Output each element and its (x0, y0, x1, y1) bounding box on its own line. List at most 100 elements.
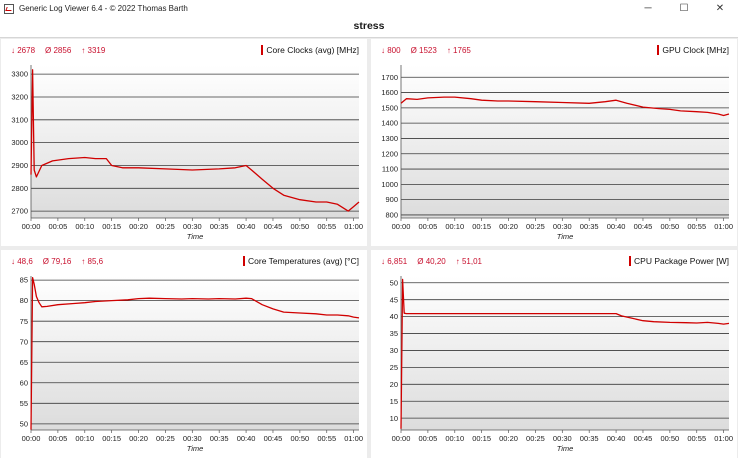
x-tick-label: 00:40 (607, 222, 626, 231)
window-title: Generic Log Viewer 6.4 - © 2022 Thomas B… (19, 4, 188, 13)
x-tick-label: 00:00 (392, 222, 411, 231)
x-tick-label: 00:10 (445, 222, 464, 231)
gpu-clock-panel[interactable]: ↓ 800 Ø 1523 ↑ 1765 GPU Clock [MHz] 800 9… (371, 39, 737, 246)
y-tick-label: 800 (385, 211, 398, 220)
series-line (30, 276, 360, 430)
cpu-package-power-chart[interactable]: 10 15 20 25 30 35 40 45 50 00:00 00:05 00:10 00:15 00… (371, 250, 737, 458)
x-tick-label: 01:00 (714, 434, 733, 443)
x-tick-label: 00:10 (75, 222, 94, 231)
x-tick-label: 00:05 (418, 222, 437, 231)
x-axis-label: Time (187, 232, 204, 241)
panel-stats: ↓ 2678 Ø 2856 ↑ 3319 (11, 46, 105, 55)
cpu-package-power-panel[interactable]: ↓ 6,851 Ø 40,20 ↑ 51,01 CPU Package Powe… (371, 250, 737, 458)
x-tick-label: 00:00 (392, 434, 411, 443)
panel-title: GPU Clock [MHz] (657, 45, 729, 55)
window-titlebar: Generic Log Viewer 6.4 - © 2022 Thomas B… (0, 0, 738, 17)
y-tick-label: 20 (390, 380, 398, 389)
panel-title-text: Core Clocks (avg) [MHz] (266, 45, 359, 55)
x-tick-label: 00:25 (156, 434, 175, 443)
maximize-button[interactable]: ☐ (679, 3, 689, 14)
panel-title-text: GPU Clock [MHz] (662, 45, 729, 55)
x-tick-label: 00:15 (102, 222, 121, 231)
x-tick-label: 00:45 (634, 434, 653, 443)
minimize-button[interactable]: ─ (644, 3, 652, 14)
y-tick-label: 2900 (11, 161, 28, 170)
y-tick-label: 1400 (381, 119, 398, 128)
y-tick-label: 35 (390, 329, 398, 338)
x-tick-label: 00:30 (553, 222, 572, 231)
y-tick-label: 70 (20, 337, 28, 346)
core-clocks-panel[interactable]: ↓ 2678 Ø 2856 ↑ 3319 Core Clocks (avg) [… (1, 39, 367, 246)
log-title: stress (0, 17, 738, 38)
series-color-marker (629, 256, 632, 266)
x-tick-label: 00:15 (102, 434, 121, 443)
stat-avg: Ø 1523 (410, 46, 437, 55)
x-tick-label: 00:50 (290, 434, 309, 443)
stat-max: ↑ 1765 (446, 46, 471, 55)
panel-title: CPU Package Power [W] (629, 256, 729, 266)
x-tick-label: 00:35 (210, 222, 229, 231)
y-tick-label: 55 (20, 399, 28, 408)
x-tick-label: 00:45 (264, 222, 283, 231)
stat-max: ↑ 3319 (81, 46, 106, 55)
y-tick-label: 900 (385, 195, 398, 204)
x-tick-label: 00:30 (553, 434, 572, 443)
x-tick-label: 00:10 (75, 434, 94, 443)
x-tick-label: 00:15 (472, 434, 491, 443)
x-axis-label: Time (557, 444, 574, 453)
x-tick-label: 00:55 (687, 222, 706, 231)
y-tick-label: 1100 (382, 165, 398, 174)
y-tick-label: 3200 (11, 93, 28, 102)
y-tick-label: 30 (390, 346, 398, 355)
y-tick-label: 60 (20, 378, 28, 387)
stat-max: ↑ 85,6 (81, 257, 104, 266)
core-temperatures-chart[interactable]: 50 55 60 65 70 75 80 85 00:00 00:05 00:10 00:15 00:2… (1, 250, 367, 458)
x-tick-label: 00:10 (445, 434, 464, 443)
y-tick-label: 3100 (11, 115, 28, 124)
plot-area (31, 65, 359, 218)
x-tick-label: 00:40 (237, 222, 256, 231)
stat-min: ↓ 6,851 (381, 257, 408, 266)
series-line (30, 69, 360, 212)
x-tick-label: 00:50 (660, 434, 679, 443)
x-tick-label: 00:00 (22, 222, 41, 231)
y-tick-label: 1200 (381, 149, 398, 158)
x-tick-label: 00:40 (237, 434, 256, 443)
series-color-marker (657, 45, 660, 55)
plot-area (401, 276, 729, 430)
x-tick-label: 00:35 (210, 434, 229, 443)
core-clocks-chart[interactable]: 2700 2800 2900 3000 3100 3200 3300 00:00 00:05 00… (1, 39, 367, 246)
x-tick-label: 00:20 (129, 222, 148, 231)
x-tick-label: 00:25 (526, 434, 545, 443)
x-tick-label: 01:00 (344, 222, 363, 231)
x-tick-label: 00:55 (317, 222, 336, 231)
series-color-marker (261, 45, 264, 55)
x-tick-label: 00:20 (499, 434, 518, 443)
stat-max: ↑ 51,01 (455, 257, 482, 266)
x-tick-label: 01:00 (344, 434, 363, 443)
x-axis-label: Time (557, 232, 574, 241)
x-tick-label: 00:50 (660, 222, 679, 231)
y-tick-label: 75 (20, 317, 28, 326)
panel-title-text: Core Temperatures (avg) [°C] (248, 256, 359, 266)
x-tick-label: 00:55 (317, 434, 336, 443)
x-tick-label: 01:00 (714, 222, 733, 231)
x-tick-label: 00:20 (129, 434, 148, 443)
x-tick-label: 00:00 (22, 434, 41, 443)
y-tick-label: 1700 (381, 73, 398, 82)
series-line (400, 96, 730, 117)
close-button[interactable]: ✕ (715, 3, 725, 14)
stat-avg: Ø 2856 (45, 46, 72, 55)
panel-title-text: CPU Package Power [W] (634, 256, 729, 266)
x-tick-label: 00:45 (264, 434, 283, 443)
x-tick-label: 00:35 (580, 434, 599, 443)
core-temperatures-panel[interactable]: ↓ 48,6 Ø 79,16 ↑ 85,6 Core Temperatures … (1, 250, 367, 458)
y-tick-label: 40 (390, 312, 398, 321)
y-tick-label: 10 (390, 414, 398, 423)
plot-area (31, 276, 359, 430)
gpu-clock-chart[interactable]: 800 900 1000 1100 1200 1300 1400 1500 1600 1700 00… (371, 39, 737, 246)
app-logo-icon (4, 3, 14, 14)
x-tick-label: 00:25 (156, 222, 175, 231)
x-tick-label: 00:30 (183, 222, 202, 231)
panel-stats: ↓ 48,6 Ø 79,16 ↑ 85,6 (11, 257, 103, 266)
